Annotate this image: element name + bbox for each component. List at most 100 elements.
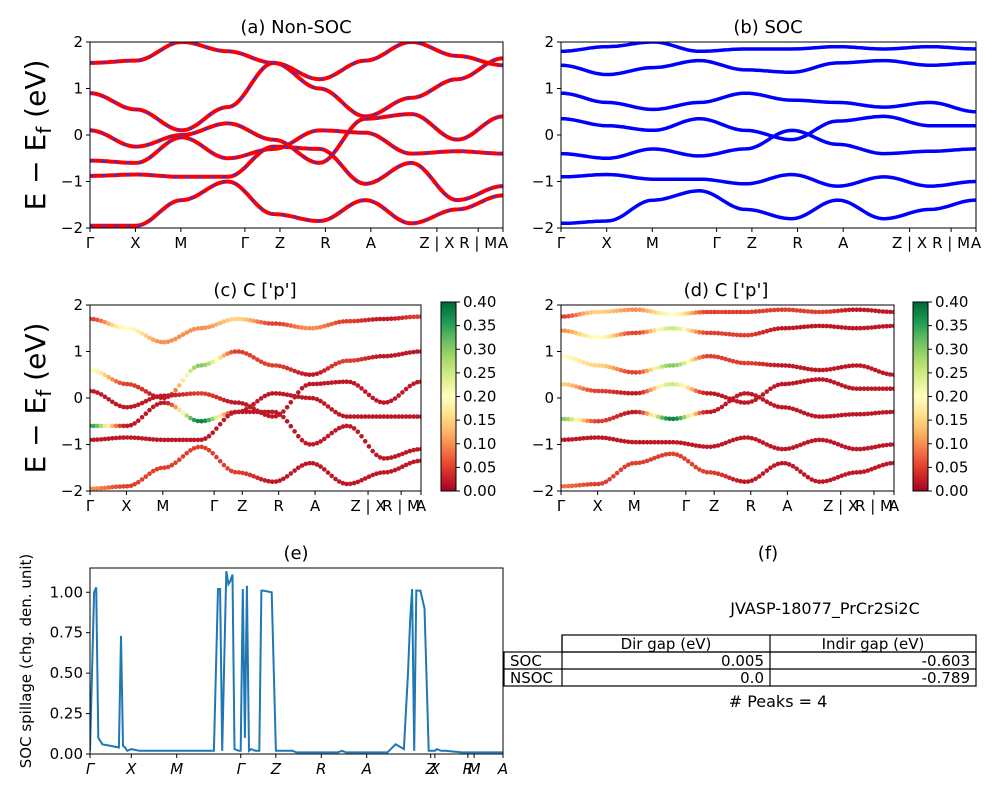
band-point (618, 332, 624, 337)
band-point (843, 384, 848, 389)
band-point (663, 452, 669, 457)
band-point (637, 460, 642, 466)
band-point (562, 328, 567, 334)
band-point (652, 439, 657, 445)
band-point (749, 478, 755, 483)
band-point (396, 466, 402, 471)
band-point (779, 326, 785, 331)
band-point (310, 461, 316, 466)
band-point (150, 437, 156, 442)
band-point (355, 318, 361, 324)
panel-a-xtick-label: R (320, 234, 330, 252)
band-point (719, 404, 725, 410)
band-point (403, 462, 409, 468)
band-point (592, 309, 597, 315)
band-point (318, 439, 323, 444)
band-point (622, 368, 627, 374)
band-point (715, 354, 721, 360)
band-point (693, 443, 698, 448)
band-point (809, 323, 814, 329)
band-point (377, 316, 383, 322)
band-point (247, 472, 253, 478)
panel-b-xtick-label: Γ (712, 234, 721, 252)
band-point (700, 309, 706, 315)
band-point (693, 411, 698, 417)
band-point (303, 395, 309, 401)
colorbar-c-tick-label: 0.05 (463, 458, 496, 476)
band-point (165, 339, 171, 345)
band-point (828, 309, 833, 314)
band-point (839, 325, 844, 330)
band-point (177, 383, 182, 388)
band-point (753, 309, 758, 314)
band-point (273, 363, 279, 368)
band-point (611, 365, 616, 371)
band-point (310, 395, 316, 401)
band-point (603, 479, 609, 485)
band-point (191, 437, 197, 443)
band-point (325, 366, 331, 371)
panel-c-xtick-label: A (310, 497, 321, 515)
band-point (678, 361, 683, 367)
band-point (805, 474, 811, 480)
band-point (798, 409, 803, 414)
band-point (880, 443, 886, 448)
band-point (678, 440, 683, 446)
band-point (243, 471, 249, 477)
band-point (772, 384, 777, 389)
band-point (809, 377, 814, 383)
band-point (296, 390, 301, 395)
band-point (831, 366, 837, 371)
band-point (596, 418, 601, 424)
band-point (768, 386, 773, 392)
band-point (351, 381, 357, 386)
band-point (236, 349, 242, 354)
band-point (730, 332, 736, 337)
band-point (318, 324, 323, 330)
band-point (562, 437, 567, 443)
band-point (801, 472, 807, 477)
band-point (236, 316, 242, 322)
band-point (162, 465, 167, 471)
band-point (712, 330, 717, 336)
band-point (236, 470, 242, 475)
band-point (876, 308, 882, 314)
band-point (336, 379, 342, 385)
band-point (745, 479, 751, 484)
band-point (277, 391, 283, 396)
band-point (359, 478, 364, 483)
band-point (719, 331, 725, 336)
panel-b-ytick-label: 1 (544, 80, 554, 98)
band-point (217, 320, 223, 326)
band-point (693, 388, 698, 394)
band-point (188, 437, 193, 443)
band-point (697, 410, 702, 416)
band-point (232, 409, 238, 415)
band-point (850, 386, 856, 391)
gap-table: JVASP-18077_PrCr2Si2C Dir gap (eV) Indir… (503, 599, 977, 711)
band-point (581, 386, 586, 392)
band-point (854, 446, 859, 452)
band-point (611, 474, 616, 479)
band-point (199, 437, 204, 443)
band-point (258, 359, 264, 365)
band-point (214, 357, 219, 363)
band-point (232, 469, 238, 475)
band-point (614, 470, 620, 476)
band-point (362, 317, 368, 323)
band-point (344, 379, 349, 385)
band-point (839, 412, 844, 418)
band-point (292, 468, 297, 473)
band-point (674, 452, 680, 457)
table-row-nsoc-label: NSOC (510, 669, 553, 687)
band-point (794, 466, 799, 472)
band-point (629, 330, 635, 336)
band-point (772, 463, 777, 468)
panel-e-ytick-label: 0.50 (50, 664, 83, 682)
band-point (251, 409, 256, 415)
band-point (188, 415, 193, 421)
band-point (873, 410, 878, 416)
band-point (415, 414, 420, 419)
band-point (400, 315, 405, 321)
table-row-nsoc-indir: -0.789 (922, 669, 970, 687)
